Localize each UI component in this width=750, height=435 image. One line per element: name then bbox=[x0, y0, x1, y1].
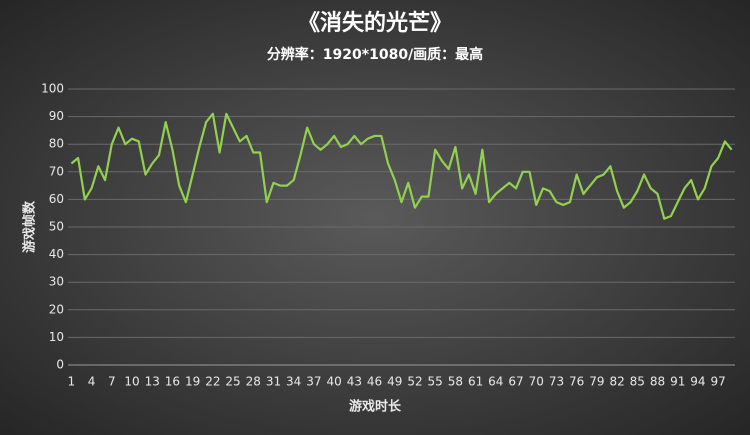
x-tick-label: 43 bbox=[347, 375, 362, 389]
x-tick-label: 64 bbox=[488, 375, 503, 389]
x-tick-label: 82 bbox=[609, 375, 624, 389]
chart-subtitle: 分辨率：1920*1080/画质：最高 bbox=[267, 46, 483, 63]
y-tick-label: 90 bbox=[49, 109, 64, 123]
y-tick-label: 80 bbox=[49, 137, 64, 151]
y-tick-label: 20 bbox=[49, 302, 64, 316]
x-tick-label: 55 bbox=[428, 375, 443, 389]
y-axis-label: 游戏帧数 bbox=[22, 200, 38, 253]
x-tick-label: 28 bbox=[246, 375, 261, 389]
x-tick-label: 58 bbox=[448, 375, 463, 389]
y-tick-label: 0 bbox=[56, 358, 64, 372]
x-tick-label: 94 bbox=[690, 375, 705, 389]
x-tick-label: 46 bbox=[367, 375, 382, 389]
x-tick-label: 7 bbox=[108, 375, 116, 389]
x-tick-label: 79 bbox=[589, 375, 604, 389]
x-tick-label: 73 bbox=[549, 375, 564, 389]
x-tick-label: 52 bbox=[407, 375, 422, 389]
x-tick-label: 61 bbox=[468, 375, 483, 389]
x-tick-label: 97 bbox=[711, 375, 726, 389]
x-tick-label: 76 bbox=[569, 375, 584, 389]
y-tick-label: 40 bbox=[49, 247, 64, 261]
x-tick-label: 22 bbox=[205, 375, 220, 389]
y-tick-label: 70 bbox=[49, 164, 64, 178]
x-tick-label: 40 bbox=[326, 375, 341, 389]
x-tick-label: 91 bbox=[670, 375, 685, 389]
x-tick-label: 4 bbox=[88, 375, 96, 389]
y-tick-label: 100 bbox=[41, 82, 64, 96]
x-axis-label: 游戏时长 bbox=[349, 399, 402, 415]
x-tick-label: 19 bbox=[185, 375, 200, 389]
x-tick-label: 85 bbox=[630, 375, 645, 389]
x-tick-label: 49 bbox=[387, 375, 402, 389]
y-tick-label: 50 bbox=[49, 220, 64, 234]
data-line bbox=[70, 112, 733, 220]
x-tick-label: 37 bbox=[306, 375, 321, 389]
y-tick-label: 10 bbox=[49, 330, 64, 344]
x-tick-label: 16 bbox=[165, 375, 180, 389]
x-tick-label: 34 bbox=[286, 375, 301, 389]
x-tick-label: 1 bbox=[68, 375, 76, 389]
x-tick-label: 10 bbox=[124, 375, 139, 389]
y-tick-label: 30 bbox=[49, 275, 64, 289]
chart-title: 《消失的光芒》 bbox=[298, 10, 452, 36]
x-tick-label: 25 bbox=[225, 375, 240, 389]
y-tick-label: 60 bbox=[49, 192, 64, 206]
x-tick-label: 88 bbox=[650, 375, 665, 389]
x-tick-label: 67 bbox=[508, 375, 523, 389]
x-tick-label: 70 bbox=[529, 375, 544, 389]
x-tick-label: 31 bbox=[266, 375, 281, 389]
x-tick-label: 13 bbox=[145, 375, 160, 389]
